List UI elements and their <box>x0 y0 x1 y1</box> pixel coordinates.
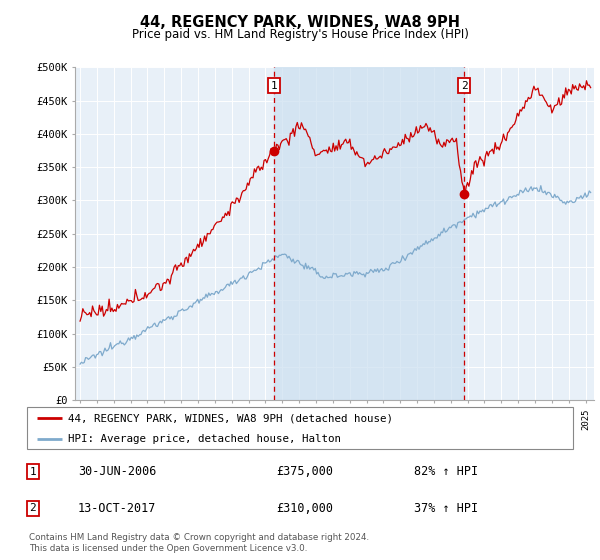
HPI: Average price, detached house, Halton: (2.03e+03, 3.12e+05): Average price, detached house, Halton: (… <box>587 189 594 196</box>
Line: HPI: Average price, detached house, Halton: HPI: Average price, detached house, Halt… <box>80 186 590 364</box>
Line: 44, REGENCY PARK, WIDNES, WA8 9PH (detached house): 44, REGENCY PARK, WIDNES, WA8 9PH (detac… <box>80 81 590 321</box>
HPI: Average price, detached house, Halton: (2.02e+03, 2.95e+05): Average price, detached house, Halton: (… <box>496 200 503 207</box>
Text: 1: 1 <box>271 81 277 91</box>
Text: 1: 1 <box>29 466 37 477</box>
44, REGENCY PARK, WIDNES, WA8 9PH (detached house) <box>276 146 283 153</box>
Text: 30-JUN-2006: 30-JUN-2006 <box>78 465 157 478</box>
Text: 44, REGENCY PARK, WIDNES, WA8 9PH (detached house): 44, REGENCY PARK, WIDNES, WA8 9PH (detac… <box>68 413 393 423</box>
Text: 82% ↑ HPI: 82% ↑ HPI <box>414 465 478 478</box>
44, REGENCY PARK, WIDNES, WA8 9PH (detached house) <box>587 85 594 91</box>
FancyBboxPatch shape <box>27 407 573 449</box>
HPI: Average price, detached house, Halton: (2e+03, 1.26e+05): Average price, detached house, Halton: (… <box>165 313 172 320</box>
Text: HPI: Average price, detached house, Halton: HPI: Average price, detached house, Halt… <box>68 433 341 444</box>
HPI: Average price, detached house, Halton: (2e+03, 5.45e+04): Average price, detached house, Halton: (… <box>76 361 83 367</box>
HPI: Average price, detached house, Halton: (2.02e+03, 3.22e+05): Average price, detached house, Halton: (… <box>537 183 544 189</box>
Text: Contains HM Land Registry data © Crown copyright and database right 2024.
This d: Contains HM Land Registry data © Crown c… <box>29 533 369 553</box>
44, REGENCY PARK, WIDNES, WA8 9PH (detached house) <box>76 318 83 324</box>
HPI: Average price, detached house, Halton: (2.01e+03, 2.2e+05): Average price, detached house, Halton: (… <box>281 251 289 258</box>
Bar <box>274 67 464 400</box>
Text: 37% ↑ HPI: 37% ↑ HPI <box>414 502 478 515</box>
Text: 44, REGENCY PARK, WIDNES, WA8 9PH: 44, REGENCY PARK, WIDNES, WA8 9PH <box>140 15 460 30</box>
Text: 2: 2 <box>29 503 37 514</box>
44, REGENCY PARK, WIDNES, WA8 9PH (detached house) <box>165 277 172 283</box>
Text: £310,000: £310,000 <box>276 502 333 515</box>
Text: 2: 2 <box>461 81 467 91</box>
HPI: Average price, detached house, Halton: (2.02e+03, 3.15e+05): Average price, detached house, Halton: (… <box>521 188 528 194</box>
44, REGENCY PARK, WIDNES, WA8 9PH (detached house) <box>449 135 456 142</box>
44, REGENCY PARK, WIDNES, WA8 9PH (detached house) <box>281 136 289 143</box>
44, REGENCY PARK, WIDNES, WA8 9PH (detached house) <box>583 77 590 84</box>
HPI: Average price, detached house, Halton: (2.01e+03, 2.18e+05): Average price, detached house, Halton: (… <box>276 252 283 259</box>
HPI: Average price, detached house, Halton: (2.02e+03, 2.62e+05): Average price, detached house, Halton: (… <box>449 222 456 229</box>
Text: 13-OCT-2017: 13-OCT-2017 <box>78 502 157 515</box>
44, REGENCY PARK, WIDNES, WA8 9PH (detached house) <box>521 105 528 111</box>
Text: £375,000: £375,000 <box>276 465 333 478</box>
Text: Price paid vs. HM Land Registry's House Price Index (HPI): Price paid vs. HM Land Registry's House … <box>131 28 469 41</box>
44, REGENCY PARK, WIDNES, WA8 9PH (detached house) <box>496 147 503 153</box>
